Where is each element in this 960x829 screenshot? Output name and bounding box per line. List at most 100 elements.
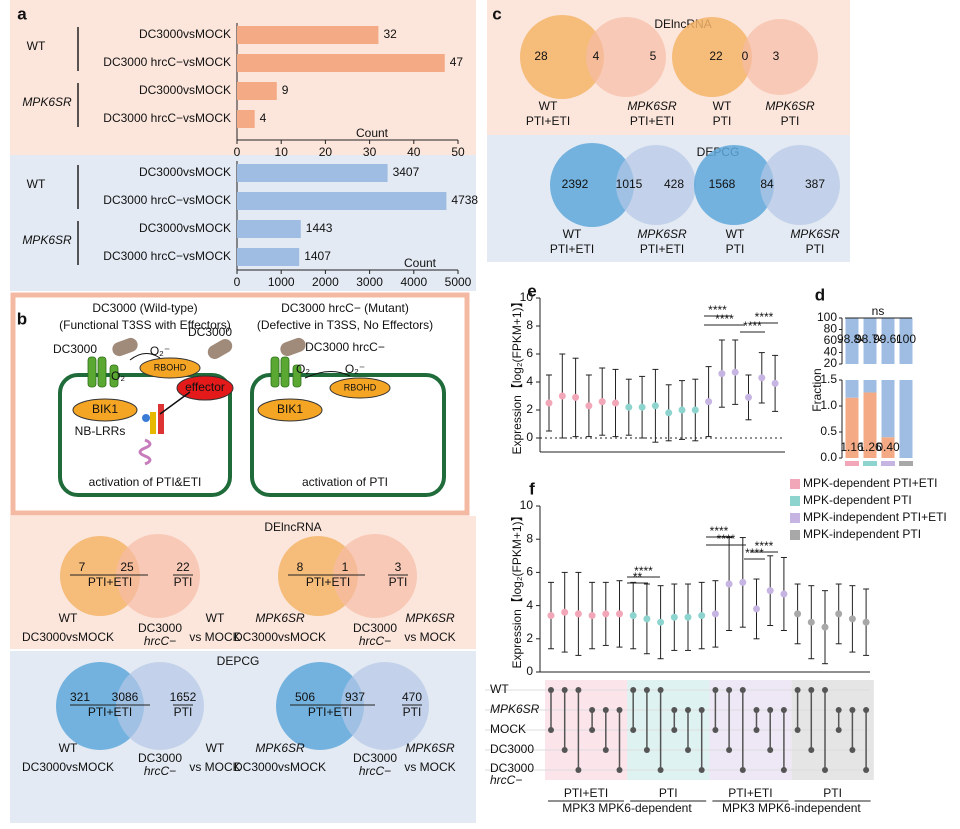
label: DC3000vsMOCK	[234, 630, 326, 644]
category-swatch	[863, 461, 877, 466]
matrix-dot	[630, 727, 637, 733]
bar-segment	[845, 397, 859, 458]
x-tick-label: 4000	[400, 275, 427, 289]
legend-label: MPK-independent PTI	[803, 527, 921, 541]
point	[794, 610, 802, 618]
value-label: 1407	[304, 249, 331, 263]
label: MPK6SR	[255, 611, 305, 625]
legend-swatch	[790, 513, 800, 523]
matrix-dot	[849, 707, 856, 713]
y-tick-label: 60	[824, 333, 838, 347]
y-tick-label: 100	[817, 310, 837, 324]
label: WT	[713, 99, 732, 113]
label: WT	[59, 611, 78, 625]
label: DC3000 hrcC− (Mutant)	[281, 301, 409, 315]
matrix-dot	[685, 747, 691, 753]
bar	[237, 164, 388, 182]
point	[665, 409, 673, 417]
row-label: DC3000	[490, 742, 534, 756]
supergroup-label: MPK3 MPK6-independent	[722, 801, 861, 815]
value-label: 99.60	[873, 332, 903, 346]
label: WT	[539, 99, 558, 113]
value-label: 47	[450, 55, 464, 69]
matrix-dot	[671, 727, 678, 733]
label: DC3000vsMOCK	[234, 760, 326, 774]
panel-label: c	[492, 4, 501, 23]
group-label: MPK6SR	[22, 95, 72, 109]
matrix-dot	[671, 707, 678, 713]
venn-count: 0	[742, 49, 749, 63]
point	[629, 612, 637, 620]
axis-label: Expression【log₂(FPKM+1)】	[510, 295, 524, 454]
y-tick-label: 2	[526, 402, 533, 416]
point	[547, 612, 555, 620]
y-tick-label: 1.5	[820, 372, 837, 386]
venn-count: 1015	[616, 177, 643, 191]
matrix-dot	[739, 687, 746, 693]
category-label: DC3000 hrcC−vsMOCK	[103, 249, 231, 263]
significance: ****	[717, 532, 736, 546]
venn-count: 25	[120, 560, 134, 574]
point	[835, 610, 843, 618]
bar	[237, 26, 379, 44]
value-label: 100	[896, 332, 916, 346]
matrix-dot	[698, 767, 705, 773]
venn-count: 428	[664, 177, 684, 191]
value-label: 9	[282, 83, 289, 97]
point	[807, 618, 815, 626]
label: hrcC−	[359, 764, 391, 778]
row-label: MPK6SR	[490, 702, 540, 716]
section-title: DElncRNA	[264, 520, 321, 534]
matrix-dot	[794, 727, 801, 733]
x-tick-label: 3000	[356, 275, 383, 289]
matrix-dot	[753, 727, 760, 733]
label: MPK6SR	[637, 227, 687, 241]
bik1	[72, 398, 138, 422]
significance: ****	[715, 312, 734, 326]
venn-set	[333, 534, 417, 618]
venn-count: 7	[79, 560, 86, 574]
bar-segment	[863, 392, 877, 458]
category-label: DC3000 hrcC−vsMOCK	[103, 193, 231, 207]
significance: ****	[710, 524, 729, 538]
venn-set	[550, 143, 634, 227]
receptors	[87, 356, 302, 388]
panel-label: e	[527, 281, 536, 300]
venn-count: 8	[297, 560, 304, 574]
category-swatch	[845, 461, 859, 466]
x-tick-label: 50	[451, 145, 465, 159]
y-tick-label: 6	[526, 565, 533, 579]
venn-count: 84	[760, 177, 774, 191]
point	[561, 608, 569, 616]
label: PTI+ETI	[308, 705, 352, 719]
matrix-dot	[548, 727, 554, 733]
matrix-dot	[835, 727, 842, 733]
matrix-dot	[561, 687, 568, 693]
matrix-dot	[616, 767, 623, 773]
label: WT	[726, 227, 745, 241]
significance: ****	[755, 539, 774, 553]
label: DC3000	[138, 751, 182, 765]
y-tick-label: 20	[824, 356, 838, 370]
venn-set	[278, 536, 358, 616]
matrix-dot	[657, 767, 664, 773]
venn-set	[276, 662, 364, 750]
legend-swatch	[790, 496, 800, 506]
group-label: WT	[27, 177, 46, 191]
venn-set	[616, 145, 696, 225]
venn-set	[116, 534, 200, 618]
matrix-dot	[575, 767, 582, 773]
venn-count: 937	[345, 690, 365, 704]
category-label: DC3000vsMOCK	[139, 27, 231, 41]
matrix-dot	[685, 707, 691, 713]
category-swatch	[881, 461, 895, 466]
x-tick-label: 30	[363, 145, 377, 159]
effector	[176, 375, 234, 401]
point	[718, 370, 726, 378]
venn-set	[60, 536, 140, 616]
venn-count: 22	[176, 560, 190, 574]
matrix-dot	[767, 747, 774, 753]
legend-swatch	[790, 530, 800, 540]
axis-label: Count	[404, 256, 437, 270]
